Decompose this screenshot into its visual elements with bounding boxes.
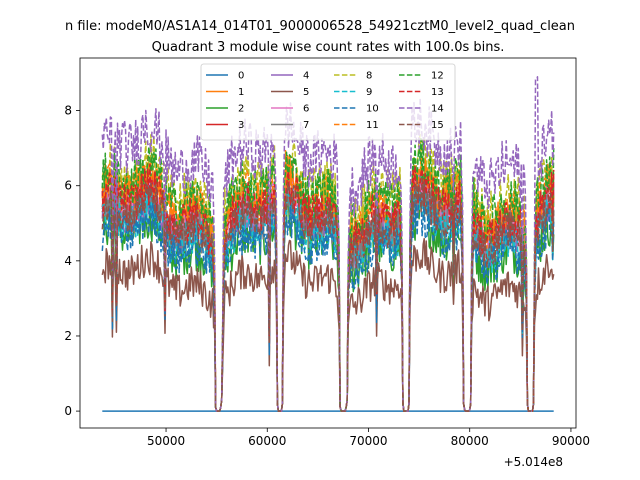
series-line-5 (101, 237, 555, 412)
chart-title: Quadrant 3 module wise count rates with … (152, 40, 505, 55)
y-tick-label: 2 (64, 329, 72, 343)
legend-label-7: 7 (303, 120, 309, 131)
legend-label-9: 9 (366, 87, 372, 98)
y-tick-label: 8 (64, 104, 72, 118)
plot-area (101, 76, 555, 412)
x-tick-label: 90000 (552, 434, 590, 448)
legend-label-14: 14 (431, 104, 444, 115)
series-line-10 (101, 194, 555, 412)
legend-label-8: 8 (366, 71, 372, 82)
legend-box (200, 63, 456, 141)
y-tick-label: 6 (64, 179, 72, 193)
legend-label-1: 1 (238, 87, 244, 98)
x-tick-label: 80000 (451, 434, 489, 448)
legend-label-13: 13 (431, 87, 444, 98)
series-line-8 (101, 133, 555, 412)
axes: 50000 60000 70000 80000 90000 0 2 4 6 8 (64, 57, 590, 448)
legend-label-4: 4 (303, 71, 309, 82)
figure-suptitle: n file: modeM0/AS1A14_014T01_9000006528_… (65, 19, 575, 34)
series-line-13 (101, 163, 555, 412)
legend-label-12: 12 (431, 71, 444, 82)
x-tick-label: 60000 (248, 434, 286, 448)
series-lines (101, 76, 555, 412)
x-tick-label: 50000 (147, 434, 185, 448)
legend-label-2: 2 (238, 104, 244, 115)
x-tick-label: 70000 (349, 434, 387, 448)
y-tick-label: 0 (64, 404, 72, 418)
legend-label-3: 3 (238, 120, 244, 131)
legend-label-0: 0 (238, 71, 244, 82)
x-offset-label: +5.014e8 (504, 455, 563, 469)
legend-label-15: 15 (431, 120, 444, 131)
legend-label-5: 5 (303, 87, 309, 98)
legend-label-10: 10 (366, 104, 379, 115)
legend-label-11: 11 (366, 120, 379, 131)
y-tick-label: 4 (64, 254, 72, 268)
axes-frame (79, 57, 577, 429)
series-line-15 (101, 178, 555, 412)
legend-label-6: 6 (303, 104, 309, 115)
